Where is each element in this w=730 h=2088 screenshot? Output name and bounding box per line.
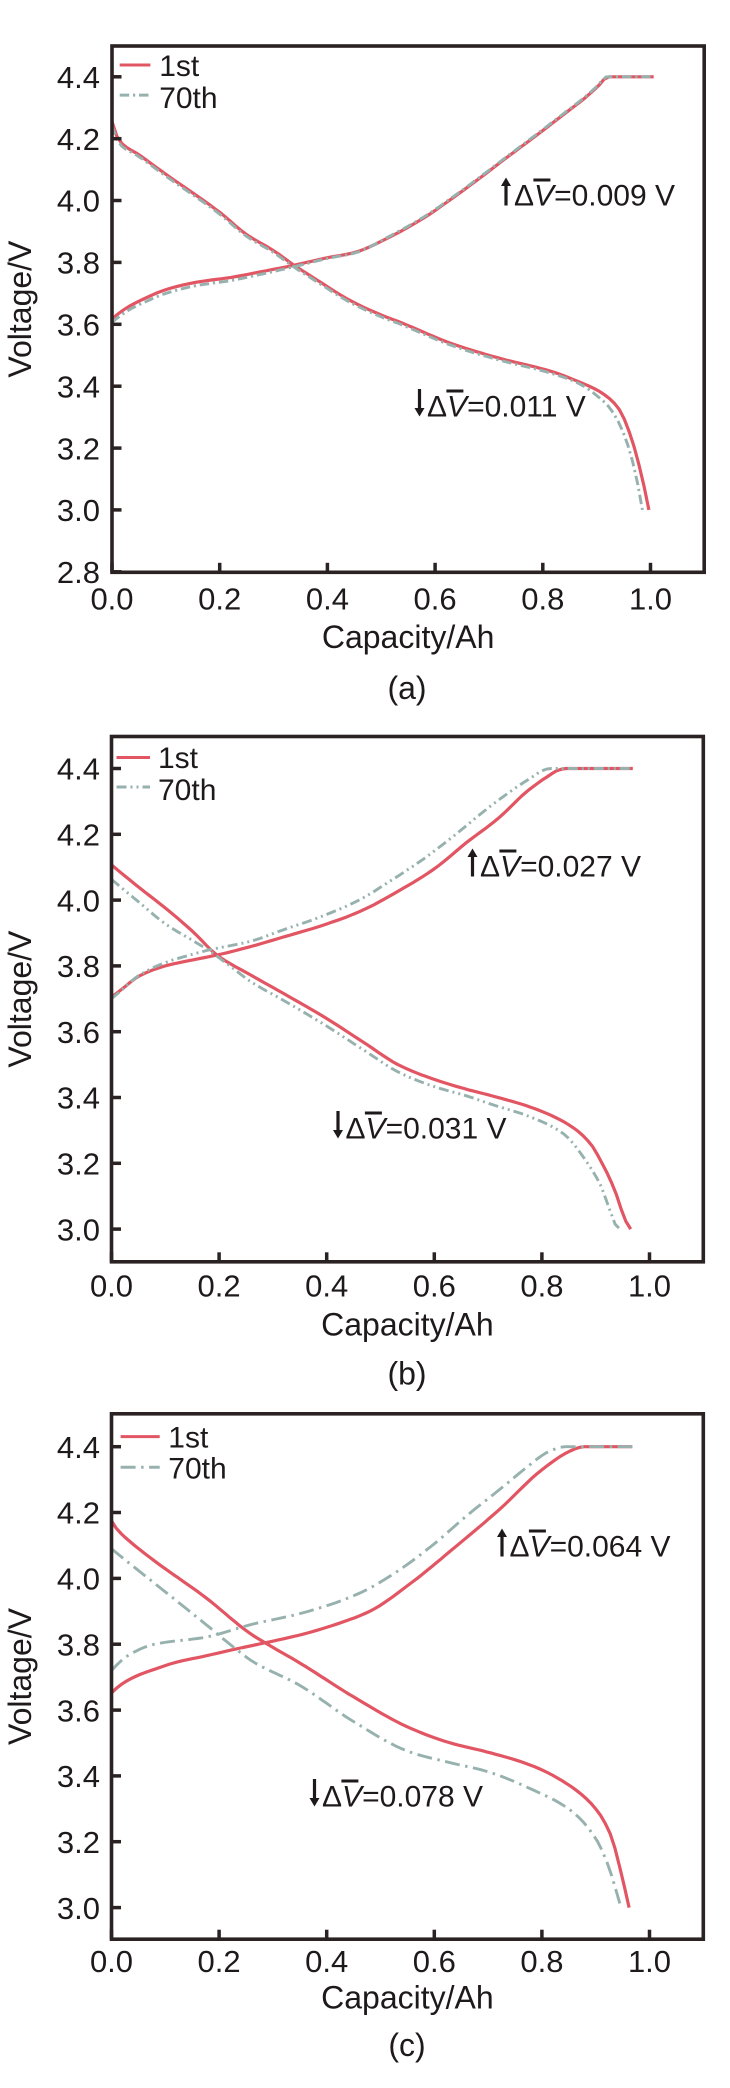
svg-text:0.6: 0.6	[413, 1944, 456, 1979]
svg-text:0.6: 0.6	[414, 582, 457, 617]
svg-text:(b): (b)	[387, 1356, 426, 1392]
svg-text:ΔV=0.078 V: ΔV=0.078 V	[322, 1781, 483, 1814]
svg-text:3.6: 3.6	[57, 1693, 100, 1728]
svg-text:ΔV=0.009 V: ΔV=0.009 V	[514, 180, 675, 213]
svg-text:1.0: 1.0	[628, 1944, 671, 1979]
svg-text:3.2: 3.2	[57, 431, 100, 466]
svg-text:3.4: 3.4	[57, 1081, 100, 1116]
svg-text:0.8: 0.8	[520, 1269, 563, 1304]
svg-text:4.2: 4.2	[57, 1496, 100, 1531]
svg-text:0.8: 0.8	[520, 1944, 563, 1979]
svg-text:4.4: 4.4	[57, 1430, 100, 1465]
svg-text:1.0: 1.0	[628, 1269, 671, 1304]
svg-text:4.2: 4.2	[57, 122, 100, 157]
svg-text:4.4: 4.4	[57, 60, 100, 95]
svg-text:0.4: 0.4	[305, 1269, 348, 1304]
svg-text:(c): (c)	[388, 2027, 425, 2063]
svg-text:0.0: 0.0	[90, 1269, 133, 1304]
svg-text:Voltage/V: Voltage/V	[2, 1607, 38, 1745]
svg-text:3.4: 3.4	[57, 369, 100, 404]
svg-text:3.8: 3.8	[57, 246, 100, 281]
svg-text:2.8: 2.8	[57, 555, 100, 590]
svg-text:0.6: 0.6	[413, 1269, 456, 1304]
svg-text:0.2: 0.2	[198, 582, 241, 617]
svg-text:1.0: 1.0	[629, 582, 672, 617]
svg-text:4.2: 4.2	[57, 818, 100, 853]
svg-text:4.0: 4.0	[57, 1562, 100, 1597]
svg-text:ΔV=0.031 V: ΔV=0.031 V	[346, 1113, 507, 1146]
svg-text:0.2: 0.2	[198, 1269, 241, 1304]
svg-text:3.6: 3.6	[57, 308, 100, 343]
svg-text:Voltage/V: Voltage/V	[2, 930, 38, 1068]
svg-text:ΔV=0.011 V: ΔV=0.011 V	[427, 391, 586, 424]
svg-text:0.0: 0.0	[90, 1944, 133, 1979]
svg-text:3.0: 3.0	[57, 1212, 100, 1247]
svg-text:3.0: 3.0	[57, 493, 100, 528]
svg-text:1st: 1st	[168, 1422, 209, 1455]
svg-text:0.8: 0.8	[521, 582, 564, 617]
svg-text:70th: 70th	[168, 1453, 226, 1486]
svg-text:0.4: 0.4	[306, 582, 349, 617]
svg-text:(a): (a)	[387, 670, 426, 706]
svg-text:Voltage/V: Voltage/V	[2, 240, 38, 378]
svg-text:3.8: 3.8	[57, 949, 100, 984]
svg-text:3.4: 3.4	[57, 1759, 100, 1794]
svg-text:3.0: 3.0	[57, 1891, 100, 1926]
svg-text:0.2: 0.2	[198, 1944, 241, 1979]
svg-text:4.4: 4.4	[57, 752, 100, 787]
svg-text:1st: 1st	[159, 50, 200, 83]
svg-text:3.8: 3.8	[57, 1627, 100, 1662]
svg-text:3.2: 3.2	[57, 1147, 100, 1182]
svg-text:Capacity/Ah: Capacity/Ah	[322, 619, 495, 655]
svg-text:Capacity/Ah: Capacity/Ah	[321, 1307, 494, 1343]
svg-text:1st: 1st	[158, 742, 199, 775]
svg-text:Capacity/Ah: Capacity/Ah	[321, 1980, 494, 2016]
svg-text:4.0: 4.0	[57, 883, 100, 918]
svg-text:ΔV=0.064 V: ΔV=0.064 V	[510, 1531, 671, 1564]
svg-text:0.0: 0.0	[90, 582, 133, 617]
svg-text:4.0: 4.0	[57, 184, 100, 219]
svg-text:70th: 70th	[158, 774, 216, 807]
svg-text:3.6: 3.6	[57, 1015, 100, 1050]
svg-text:3.2: 3.2	[57, 1825, 100, 1860]
svg-text:70th: 70th	[159, 82, 217, 115]
svg-text:0.4: 0.4	[305, 1944, 348, 1979]
svg-text:ΔV=0.027 V: ΔV=0.027 V	[480, 851, 641, 884]
